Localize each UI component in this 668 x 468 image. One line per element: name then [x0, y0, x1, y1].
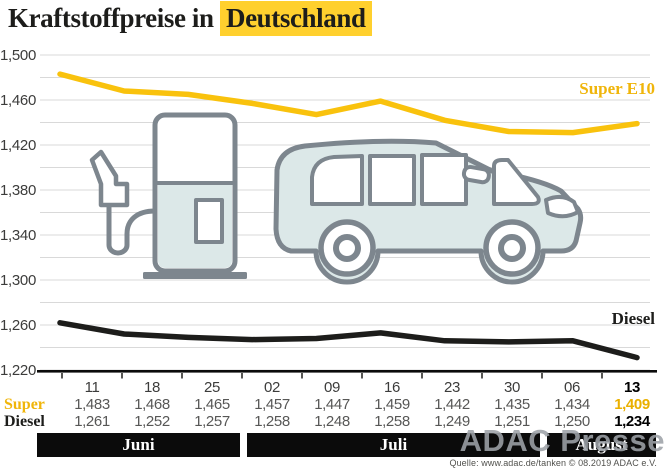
legend-diesel: Diesel: [611, 309, 655, 328]
table-diesel-value: 1,252: [134, 413, 170, 430]
page-title: Kraftstoffpreise in Deutschland: [8, 1, 372, 36]
y-axis-tick-label: 1,500: [0, 47, 36, 64]
table-super-value: 1,457: [254, 396, 290, 413]
table-date: 13: [624, 379, 640, 396]
press-watermark: ADAC Presse: [459, 423, 665, 458]
y-axis-tick-label: 1,340: [0, 227, 36, 244]
headlight-icon: [544, 195, 580, 219]
car-icon: [273, 138, 584, 285]
table-diesel-value: 1,248: [314, 413, 350, 430]
table-diesel-value: 1,258: [374, 413, 410, 430]
x-axis-line: [37, 370, 657, 373]
table-date: 23: [444, 379, 460, 396]
table-diesel-value: 1,257: [194, 413, 230, 430]
month-bar-juli: Juli: [247, 433, 540, 457]
side-mirror-icon: [461, 164, 491, 185]
table-super-value: 1,435: [494, 396, 530, 413]
y-axis-tick-label: 1,260: [0, 317, 36, 334]
table-super-value: 1,465: [194, 396, 230, 413]
source-note: Quelle: www.adac.de/tanken © 08.2019 ADA…: [449, 458, 657, 468]
table-date: 30: [504, 379, 520, 396]
table-super-value: 1,459: [374, 396, 410, 413]
table-date: 18: [144, 379, 160, 396]
table-date: 02: [264, 379, 280, 396]
month-bar-august: August: [547, 433, 656, 457]
title-highlight: Deutschland: [219, 1, 372, 36]
table-super-value: 1,447: [314, 396, 350, 413]
table-diesel-value: 1,250: [554, 413, 590, 430]
table-diesel-value: 1,251: [494, 413, 530, 430]
data-lines: [57, 71, 640, 361]
table-super-value: 1,409: [614, 396, 650, 413]
table-super-value: 1,468: [134, 396, 170, 413]
line-diesel: [57, 320, 640, 361]
table-date: 25: [204, 379, 220, 396]
table-diesel-value: 1,258: [254, 413, 290, 430]
table-super-value: 1,483: [74, 396, 110, 413]
legend-super-e10: Super E10: [579, 79, 655, 98]
y-axis-tick-label: 1,300: [0, 272, 36, 289]
y-axis-labels: 1,500 1,460 1,420 1,380 1,340 1,300 1,260 1,220: [0, 47, 36, 379]
table-diesel-value: 1,234: [614, 413, 650, 430]
table-super-value: 1,434: [554, 396, 590, 413]
y-axis-tick-label: 1,380: [0, 182, 36, 199]
y-axis-tick-label: 1,460: [0, 92, 36, 109]
fuel-pump-icon: [89, 112, 247, 279]
table-diesel-value: 1,261: [74, 413, 110, 430]
x-axis: [37, 370, 657, 379]
y-axis-tick-label: 1,220: [0, 362, 36, 379]
table-super-value: 1,442: [434, 396, 470, 413]
table-date: 16: [384, 379, 400, 396]
line-super-e10: [57, 71, 640, 136]
month-bar-juni: Juni: [37, 433, 240, 457]
table-date: 11: [84, 379, 100, 396]
table-row-label-diesel: Diesel: [4, 413, 45, 430]
title-prefix: Kraftstoffpreise in: [8, 3, 214, 33]
table-date: 09: [324, 379, 340, 396]
table-row-label-super: Super: [4, 396, 45, 413]
table-diesel-value: 1,249: [434, 413, 470, 430]
table-date: 06: [564, 379, 580, 396]
y-axis-tick-label: 1,420: [0, 137, 36, 154]
